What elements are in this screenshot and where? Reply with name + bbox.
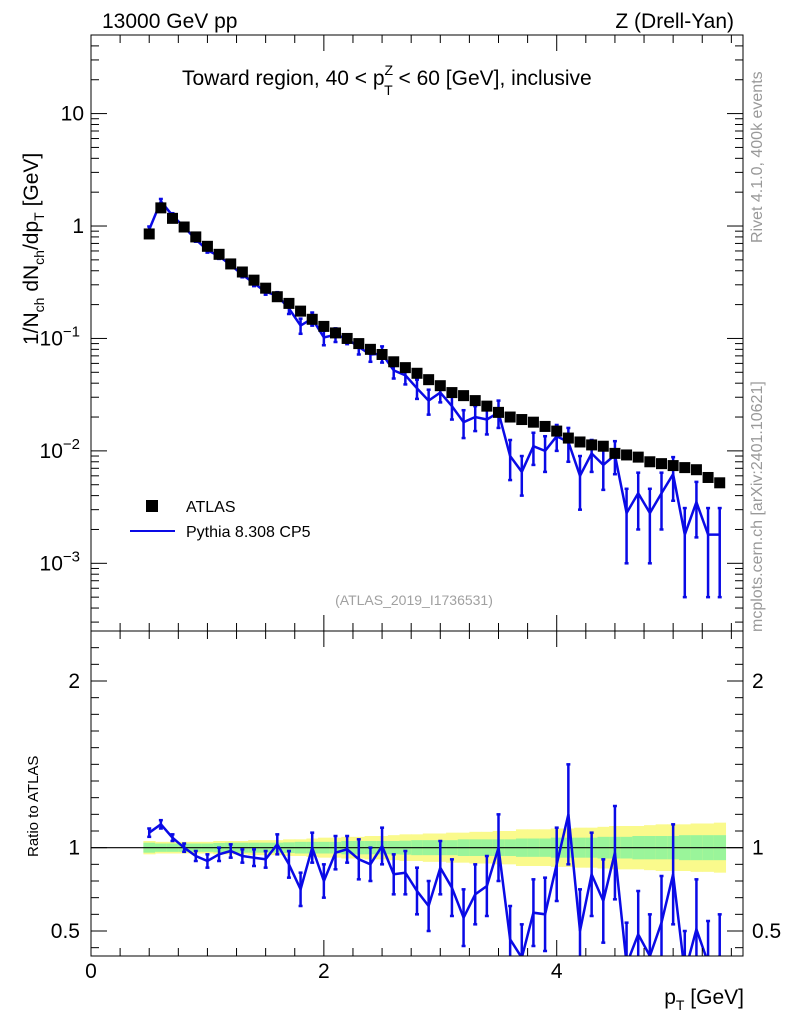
- atlas-data-point: [295, 305, 307, 317]
- atlas-data-point: [318, 320, 330, 332]
- atlas-data-point: [434, 380, 446, 392]
- atlas-data-point: [539, 420, 551, 432]
- atlas-data-point: [388, 356, 400, 368]
- atlas-data-point: [527, 416, 539, 428]
- atlas-data-point: [656, 458, 667, 470]
- atlas-data-point: [306, 313, 318, 325]
- ratio-axis-ticks: [90, 631, 743, 956]
- atlas-data-point: [574, 436, 586, 448]
- atlas-data-point: [271, 291, 283, 303]
- y-tick-label: 1: [72, 215, 84, 238]
- atlas-data-point: [714, 477, 726, 489]
- ratio-y-tick-label-left: 2: [68, 670, 80, 693]
- atlas-data-point: [690, 464, 702, 476]
- y-tick-label: 10: [61, 103, 84, 126]
- atlas-data-point: [702, 471, 714, 483]
- ratio-panel: 0.5 0.5 1 1 2 2 0 2 4 Ratio to ATLAS pT [GeV]: [25, 630, 781, 1013]
- x-tick-label: 0: [85, 960, 97, 983]
- atlas-data-point: [330, 327, 341, 339]
- y-tick-label: 10−2: [40, 436, 80, 463]
- energy-label: 13000 GeV pp: [102, 10, 237, 33]
- ratio-y-tick-label-right: 0.5: [752, 920, 781, 943]
- ratio-series-line: [148, 814, 720, 956]
- x-tick-label: 2: [318, 960, 330, 983]
- ratio-y-tick-label-left: 1: [68, 837, 80, 860]
- ratio-y-tick-label-right: 2: [752, 670, 764, 693]
- atlas-data-point: [632, 451, 644, 463]
- atlas-data-point: [679, 462, 691, 474]
- atlas-data-point: [644, 456, 656, 468]
- atlas-data-point: [586, 439, 598, 451]
- atlas-data-point: [341, 332, 353, 344]
- atlas-data-point: [178, 221, 190, 233]
- atlas-data-point: [667, 460, 679, 472]
- legend-atlas-label: ATLAS: [186, 499, 236, 516]
- mcplots-source-label: mcplots.cern.ch [arXiv:2401.10621]: [749, 381, 766, 632]
- atlas-data-point: [213, 248, 225, 260]
- ratio-y-tick-label-left: 0.5: [51, 920, 80, 943]
- atlas-data-point: [248, 274, 260, 286]
- atlas-data-point: [504, 411, 516, 423]
- x-axis-label: pT [GeV]: [664, 986, 744, 1013]
- mc-series-line: [148, 198, 720, 540]
- atlas-data-point: [562, 432, 574, 444]
- atlas-data-point: [423, 374, 435, 386]
- legend: ATLAS Pythia 8.308 CP5: [130, 499, 311, 541]
- atlas-data-point: [493, 406, 504, 418]
- process-label: Z (Drell-Yan): [615, 10, 734, 33]
- atlas-data-point: [469, 395, 481, 407]
- analysis-id-watermark: (ATLAS_2019_I1736531): [335, 592, 493, 608]
- atlas-data-point: [609, 447, 621, 459]
- atlas-data-point: [481, 400, 493, 412]
- ratio-y-tick-label-right: 1: [752, 837, 764, 860]
- x-tick-label: 4: [551, 960, 563, 983]
- atlas-data-point: [446, 387, 458, 399]
- atlas-data-point: [364, 343, 376, 355]
- atlas-data-point: [353, 338, 365, 350]
- chart-title: Toward region, 40 < pZ T < 60 [GeV], incl…: [182, 62, 592, 98]
- atlas-data-point: [411, 367, 423, 379]
- atlas-data-point: [551, 425, 563, 437]
- main-y-tick-labels: 10 1 10−1 10−2 10−3: [40, 103, 84, 576]
- y-tick-label: 10−1: [40, 323, 80, 350]
- main-panel: 10 1 10−1 10−2 10−3 Toward region, 40 < pZ T …: [20, 34, 744, 632]
- y-tick-label: 10−3: [40, 548, 80, 575]
- atlas-data-point: [621, 449, 633, 461]
- main-panel-frame: [90, 34, 744, 632]
- ratio-tick-labels: 0.5 0.5 1 1 2 2 0 2 4: [51, 670, 781, 983]
- atlas-data-point: [260, 282, 272, 294]
- legend-pythia-label: Pythia 8.308 CP5: [186, 524, 311, 541]
- atlas-data-point: [597, 440, 609, 452]
- atlas-data-point: [236, 266, 248, 278]
- atlas-data-point: [458, 390, 470, 402]
- atlas-data-point: [516, 414, 528, 426]
- atlas-data-point: [399, 362, 411, 374]
- rivet-version-label: Rivet 4.1.0, 400k events: [749, 71, 766, 243]
- atlas-data-point: [376, 348, 388, 360]
- legend-atlas-marker: [146, 500, 158, 512]
- atlas-data-point: [201, 240, 213, 252]
- atlas-data-point: [190, 231, 202, 243]
- atlas-data-point: [225, 258, 237, 270]
- atlas-data-point: [155, 202, 167, 214]
- y-axis-label: 1/Nch dNch/dpT [GeV]: [20, 153, 47, 345]
- main-axis-ticks: [90, 34, 743, 631]
- atlas-data-point: [143, 228, 155, 240]
- atlas-data-point: [283, 297, 295, 309]
- atlas-data-point: [167, 212, 178, 224]
- ratio-panel-frame: [90, 630, 744, 957]
- ratio-y-axis-label: Ratio to ATLAS: [25, 756, 42, 857]
